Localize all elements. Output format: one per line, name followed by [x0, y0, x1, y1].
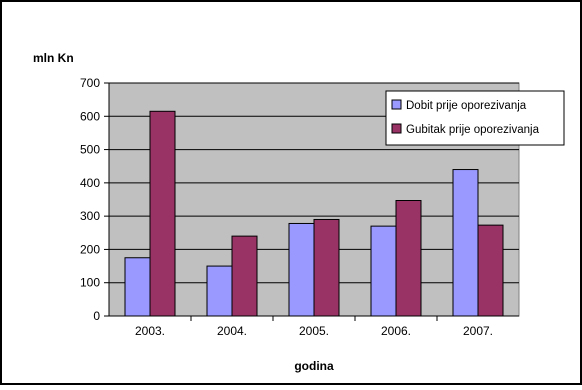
bar-gubitak-2007 [477, 224, 504, 317]
bar-dobit-2004 [206, 265, 233, 317]
bar-gubitak-2003 [149, 110, 176, 317]
y-tick-label: 300 [80, 209, 100, 223]
legend-label: Gubitak prije oporezivanja [406, 124, 540, 136]
y-tick-labels: 0 100 200 300 400 500 600 700 [80, 76, 100, 323]
x-tick-label: 2004. [217, 324, 247, 338]
y-tick-label: 0 [93, 309, 100, 323]
legend-swatch [391, 99, 402, 110]
bar-dobit-2006 [370, 225, 397, 317]
bar-dobit-2007 [452, 169, 479, 317]
x-tick-label: 2005. [299, 324, 329, 338]
legend-label: Dobit prije oporezivanja [406, 100, 527, 112]
x-axis-label: godina [294, 359, 334, 373]
legend: Dobit prije oporezivanja Gubitak prije op… [385, 90, 565, 146]
y-tick-label: 600 [80, 109, 100, 123]
y-tick-label: 500 [80, 143, 100, 157]
y-tick-label: 200 [80, 242, 100, 256]
y-axis-label: mln Kn [33, 51, 74, 65]
x-tick-labels: 2003. 2004. 2005. 2006. 2007. [135, 324, 493, 338]
bar-gubitak-2005 [313, 218, 340, 317]
legend-box [385, 90, 565, 146]
axes [104, 82, 519, 321]
bar-dobit-2003 [124, 257, 151, 317]
bar-gubitak-2006 [395, 199, 422, 317]
legend-swatch [391, 123, 402, 134]
x-tick-label: 2007. [463, 324, 493, 338]
x-tick-label: 2006. [381, 324, 411, 338]
y-tick-label: 700 [80, 76, 100, 90]
bar-gubitak-2004 [231, 235, 258, 317]
y-tick-label: 100 [80, 276, 100, 290]
bar-dobit-2005 [288, 222, 315, 317]
bars [124, 110, 504, 317]
x-tick-label: 2003. [135, 324, 165, 338]
y-tick-label: 400 [80, 176, 100, 190]
